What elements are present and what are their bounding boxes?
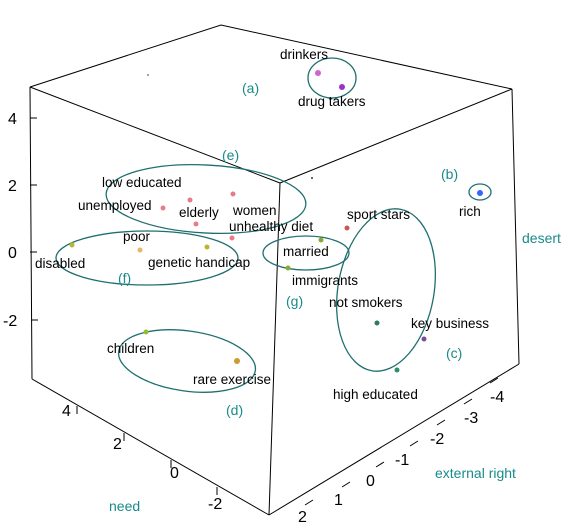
point-label-sport-stars: sport stars <box>347 207 410 222</box>
need-axis-label: need <box>109 498 140 514</box>
need-tick-1: 2 <box>113 436 122 453</box>
point-label-unemployed: unemployed <box>78 198 152 213</box>
box-edge-back-right <box>511 88 520 365</box>
point-label-poor: poor <box>123 229 151 244</box>
box-edge-front-vertical <box>268 182 281 516</box>
group-label-c: (c) <box>446 345 462 361</box>
group-label-f: (f) <box>118 270 131 286</box>
point-marker-drinkers <box>315 70 321 76</box>
group-label-d: (d) <box>226 402 243 418</box>
point-marker-children <box>143 329 149 335</box>
need-axis <box>76 406 218 495</box>
point-label-low-educated: low educated <box>102 175 182 190</box>
need-tick-0: 4 <box>62 403 71 420</box>
point-marker-rich <box>477 190 483 196</box>
box-edge-bottom-right <box>268 363 520 516</box>
point-marker-genetic-handicap <box>204 244 210 250</box>
box-top-edge <box>29 24 513 90</box>
vtick-label-1: 2 <box>8 178 17 195</box>
point-marker-married <box>318 237 324 243</box>
point-marker-poor <box>137 247 143 253</box>
point-marker-women <box>230 191 236 197</box>
box-edge-front-top-left <box>29 86 281 184</box>
er-tick-5: 1 <box>334 492 343 509</box>
point-label-children: children <box>107 341 154 356</box>
point-label-drug-takers: drug takers <box>298 94 366 109</box>
group-label-a: (a) <box>242 80 259 96</box>
point-label-genetic-handicap: genetic handicap <box>148 255 250 270</box>
point-marker-key-business <box>421 336 427 342</box>
point-marker-not-smokers <box>374 320 380 326</box>
vtick-label-0: 4 <box>8 111 17 128</box>
point-label-not-smokers: not smokers <box>329 295 403 310</box>
point-label-key-business: key business <box>411 316 489 331</box>
point-label-high-educated: high educated <box>333 387 418 402</box>
point-label-elderly: elderly <box>179 205 219 220</box>
data-points: drinkers drug takers rich low educated u… <box>35 47 489 402</box>
external-right-axis-label: external right <box>435 465 516 481</box>
group-label-b: (b) <box>441 166 458 182</box>
box-frame <box>29 24 520 516</box>
stray-dot <box>311 177 313 179</box>
point-label-drinkers: drinkers <box>280 47 328 62</box>
group-label-g: (g) <box>286 293 303 309</box>
point-marker-elderly <box>193 221 199 227</box>
point-marker-unhealthy-diet <box>229 235 235 241</box>
er-tick-6: 2 <box>298 509 307 524</box>
external-right-axis <box>304 377 499 506</box>
group-ellipses <box>55 57 492 393</box>
desert-axis-label: desert <box>522 230 561 246</box>
er-tick-4: 0 <box>366 473 375 490</box>
point-label-disabled: disabled <box>35 256 85 271</box>
point-marker-disabled <box>69 242 75 248</box>
group-ellipse-c <box>335 208 437 372</box>
need-tick-2: 0 <box>170 465 179 482</box>
box-edge-front-top-right <box>279 88 513 184</box>
group-ellipse-g <box>262 235 350 271</box>
er-tick-0: -4 <box>490 389 504 406</box>
point-label-women: women <box>232 203 277 218</box>
point-marker-unemployed <box>160 205 166 211</box>
point-marker-sport-stars <box>344 225 350 231</box>
point-label-rare-exercise: rare exercise <box>193 372 271 387</box>
point-label-unhealthy-diet: unhealthy diet <box>229 219 313 234</box>
group-ellipse-b <box>468 183 492 201</box>
vtick-label-2: 0 <box>8 245 17 262</box>
group-ellipse-f <box>55 230 239 286</box>
point-marker-drug-takers <box>339 84 345 90</box>
point-label-immigrants: immigrants <box>292 273 358 288</box>
vertical-axis <box>30 117 38 321</box>
need-tick-3: -2 <box>208 496 222 513</box>
box-edge-bottom-left <box>31 378 270 516</box>
point-marker-immigrants <box>285 265 291 271</box>
er-tick-1: -3 <box>464 410 478 427</box>
er-tick-3: -1 <box>395 452 409 469</box>
group-ellipse-d <box>117 329 257 393</box>
group-ellipse-e <box>105 163 307 235</box>
point-label-rich: rich <box>459 204 481 219</box>
group-ellipse-a <box>307 57 357 99</box>
box-edge-left <box>29 86 33 380</box>
point-label-married: married <box>283 244 329 259</box>
vtick-label-3: -2 <box>3 313 17 330</box>
point-marker-low-educated <box>187 197 193 203</box>
point-marker-high-educated <box>394 367 400 373</box>
point-marker-rare-exercise <box>234 358 240 364</box>
er-tick-2: -2 <box>430 431 444 448</box>
stray-dot <box>147 74 149 76</box>
group-label-e: (e) <box>222 147 239 163</box>
